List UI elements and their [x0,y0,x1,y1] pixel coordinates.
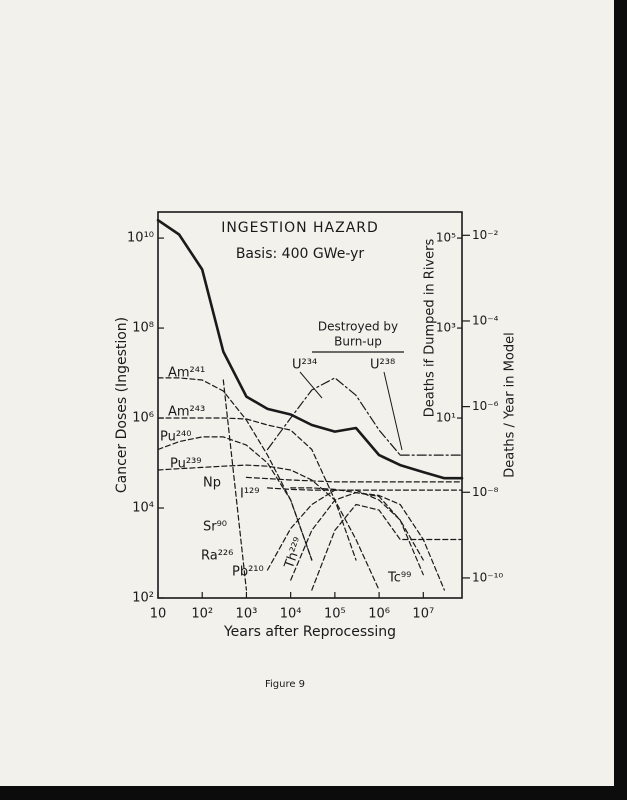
series-label: Pu²⁴⁰ [160,430,191,445]
y3-axis-label: Deaths / Year in Model [503,332,518,477]
y2-tick-label: 10¹ [436,411,456,425]
series-label: Sr⁹⁰ [203,520,227,535]
x-tick-label: 10⁵ [324,607,346,622]
series-label: Ra²²⁶ [201,549,233,564]
series-label: U²³⁸ [370,358,395,373]
x-axis-label: Years after Reprocessing [223,624,396,640]
series-line [157,436,313,561]
y-tick-label: 10⁶ [132,411,154,426]
x-tick-label: 10³ [236,607,258,622]
series-label: U²³⁴ [292,358,317,373]
caption: Figure 9 [265,679,305,690]
y-tick-label: 10² [132,591,154,606]
y3-tick-label: 10⁻¹⁰ [472,570,503,584]
chart: INGESTION HAZARD Basis: 400 GWe-yr Destr… [114,211,518,690]
series-label: I¹²⁹ [240,487,259,502]
y-axis-label: Cancer Doses (Ingestion) [114,317,130,493]
chart-title: INGESTION HAZARD [221,220,379,236]
plot-frame [157,211,463,599]
series-line [245,476,463,483]
x-tick-label: 10 [150,607,167,622]
x-tick-label: 10² [191,607,213,622]
series-line [156,218,464,480]
x-tick-label: 10⁶ [368,607,390,622]
y3-tick-label: 10⁻² [472,228,499,242]
y3-tick-label: 10⁻⁸ [472,485,499,499]
series-line [157,464,380,591]
y2-tick-label: 10³ [436,321,456,335]
series-label: Am²⁴¹ [168,366,205,381]
series-label: Tc⁹⁹ [387,571,411,586]
x-tick-label: 10⁴ [280,607,302,622]
series-line [311,503,463,591]
series-line [157,377,313,561]
annotation: Burn-up [334,335,382,349]
series-label: Pb²¹⁰ [232,565,264,580]
y3-tick-label: 10⁻⁴ [472,313,499,327]
arrow [383,371,403,451]
y2-axis-label: Deaths if Dumped in Rivers [423,239,438,418]
arrow [299,371,323,399]
series-label: Pu²³⁹ [170,457,201,472]
y2-tick-label: 10⁵ [436,231,456,245]
y-tick-label: 10⁴ [132,501,154,516]
series-label: Np [203,476,221,491]
paper [0,0,614,786]
series-line [266,487,463,491]
series-label: Am²⁴³ [168,405,205,420]
y-tick-label: 10⁸ [132,321,154,336]
series-line [290,487,424,576]
series-line [222,379,247,591]
y-tick-label: 10¹⁰ [127,231,154,246]
series-label: Th²²⁹ [282,536,307,572]
chart-subtitle: Basis: 400 GWe-yr [236,246,365,262]
series-line [290,492,445,591]
x-tick-label: 10⁷ [412,607,434,622]
y3-tick-label: 10⁻⁶ [472,399,499,413]
annotation: Destroyed by [318,320,398,334]
series-line [266,377,401,456]
series-line [157,417,357,561]
